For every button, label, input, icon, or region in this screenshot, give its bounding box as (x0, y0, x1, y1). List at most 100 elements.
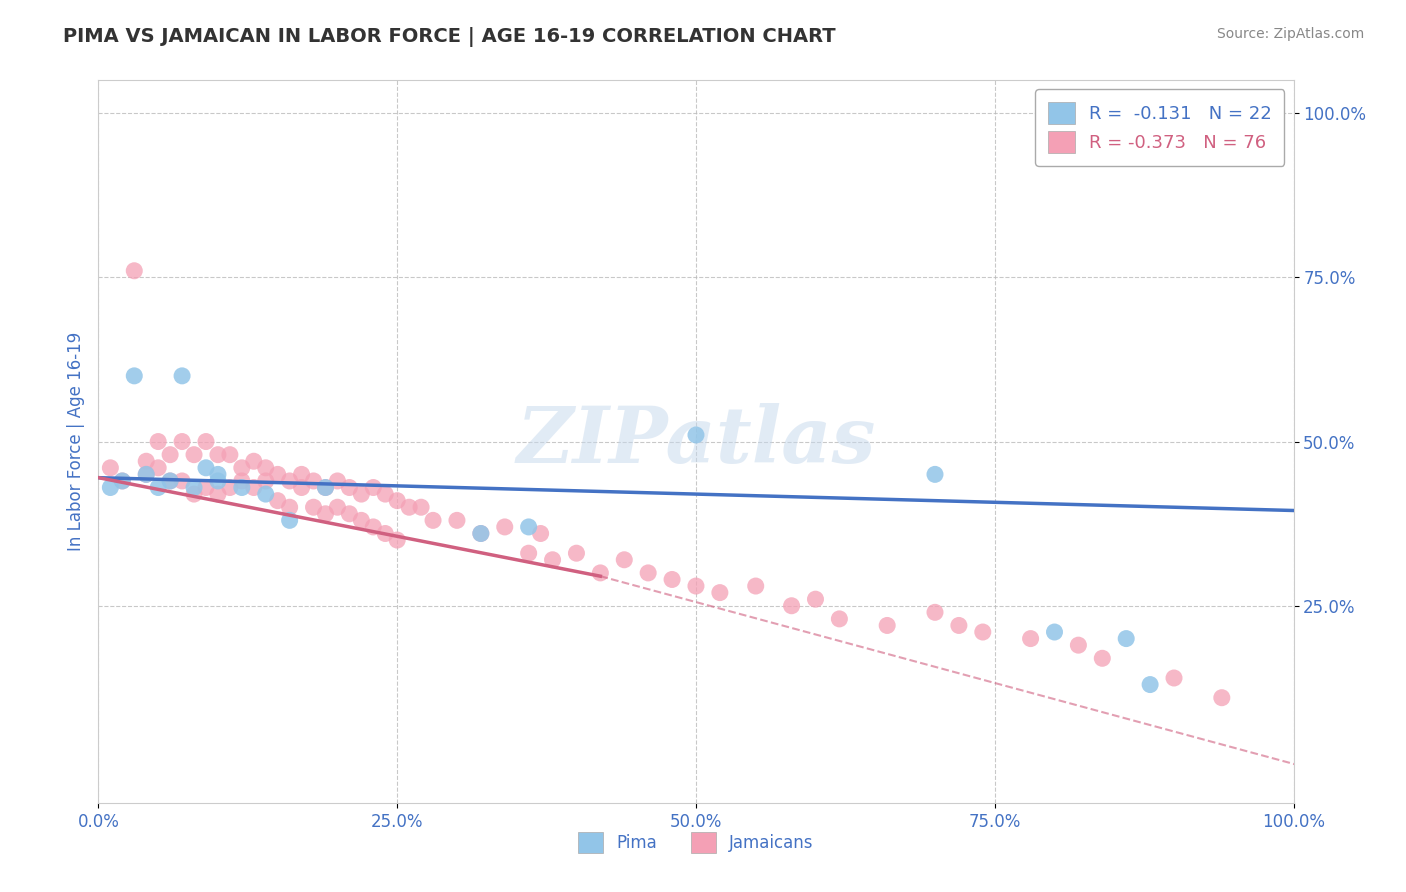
Point (530, 526, 553, 541)
Text: ZIPatlas: ZIPatlas (516, 403, 876, 480)
Point (541, 553, 564, 567)
Point (948, 618, 970, 632)
Point (350, 487, 373, 501)
Point (254, 460, 277, 475)
Point (315, 481, 337, 495)
Point (98, 460, 122, 475)
Point (1115, 632, 1137, 646)
Point (374, 487, 396, 501)
Point (828, 612, 851, 626)
Point (661, 573, 683, 587)
Y-axis label: In Labor Force | Age 16-19: In Labor Force | Age 16-19 (66, 332, 84, 551)
Point (494, 520, 516, 534)
Legend: Pima, Jamaicans: Pima, Jamaicans (572, 826, 820, 860)
Point (315, 481, 337, 495)
Point (1019, 632, 1042, 646)
Point (207, 467, 229, 482)
Point (780, 599, 803, 613)
Point (1043, 625, 1066, 640)
Point (148, 481, 170, 495)
Point (685, 428, 707, 442)
Point (1091, 651, 1114, 665)
Point (339, 481, 361, 495)
Point (291, 481, 314, 495)
Point (111, 474, 134, 488)
Point (195, 481, 218, 495)
Point (172, 474, 194, 488)
Point (172, 368, 194, 383)
Point (411, 500, 433, 515)
Point (517, 520, 540, 534)
Point (278, 500, 301, 515)
Point (374, 526, 396, 541)
Point (254, 474, 277, 488)
Point (1163, 671, 1185, 685)
Point (219, 448, 242, 462)
Point (924, 605, 946, 619)
Point (135, 467, 157, 482)
Point (1067, 638, 1090, 652)
Point (183, 481, 205, 495)
Point (278, 474, 301, 488)
Point (291, 467, 314, 482)
Point (278, 513, 301, 527)
Point (315, 507, 337, 521)
Point (363, 520, 385, 534)
Point (183, 487, 205, 501)
Point (148, 434, 170, 449)
Point (302, 500, 325, 515)
Point (470, 526, 492, 541)
Point (243, 454, 266, 468)
Point (422, 513, 444, 527)
Point (111, 474, 134, 488)
Point (124, 368, 146, 383)
Point (172, 434, 194, 449)
Point (207, 487, 229, 501)
Point (876, 618, 898, 632)
Point (1211, 690, 1233, 705)
Point (159, 474, 181, 488)
Point (267, 467, 290, 482)
Point (326, 500, 349, 515)
Point (231, 481, 253, 495)
Point (339, 507, 361, 521)
Point (804, 592, 827, 607)
Point (517, 546, 540, 560)
Point (470, 526, 492, 541)
Point (267, 493, 290, 508)
Point (195, 434, 218, 449)
Point (924, 467, 946, 482)
Point (745, 579, 768, 593)
Point (613, 553, 636, 567)
Point (385, 533, 409, 547)
Point (685, 579, 707, 593)
Point (385, 493, 409, 508)
Point (637, 566, 659, 580)
Point (350, 513, 373, 527)
Point (326, 474, 349, 488)
Point (219, 481, 242, 495)
Point (254, 487, 277, 501)
Point (124, 264, 146, 278)
Point (183, 448, 205, 462)
Point (709, 585, 731, 599)
Point (972, 625, 994, 640)
Point (565, 546, 588, 560)
Point (207, 474, 229, 488)
Point (135, 454, 157, 468)
Point (135, 467, 157, 482)
Point (243, 481, 266, 495)
Point (363, 481, 385, 495)
Point (195, 460, 218, 475)
Text: PIMA VS JAMAICAN IN LABOR FORCE | AGE 16-19 CORRELATION CHART: PIMA VS JAMAICAN IN LABOR FORCE | AGE 16… (63, 27, 837, 46)
Point (398, 500, 420, 515)
Point (302, 474, 325, 488)
Text: Source: ZipAtlas.com: Source: ZipAtlas.com (1216, 27, 1364, 41)
Point (1139, 677, 1161, 691)
Point (148, 460, 170, 475)
Point (98, 481, 122, 495)
Point (231, 460, 253, 475)
Point (231, 474, 253, 488)
Point (446, 513, 468, 527)
Point (159, 474, 181, 488)
